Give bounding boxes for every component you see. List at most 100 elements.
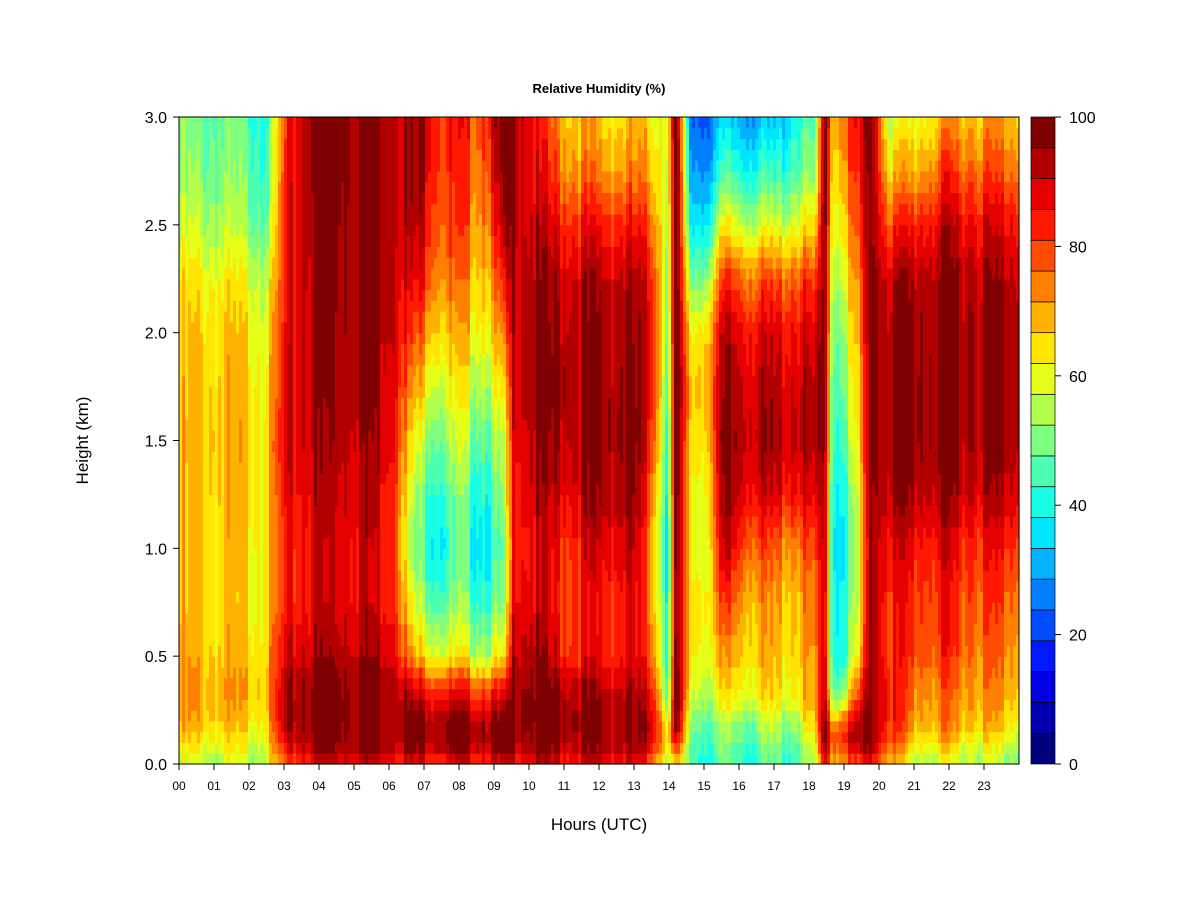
heatmap-cell [215,365,219,377]
heatmap-cell [194,203,198,215]
heatmap-cell [236,386,240,398]
heatmap-cell [212,386,216,398]
heatmap-cell [194,127,198,140]
heatmap-cell [266,321,270,334]
heatmap-cell [257,429,261,442]
heatmap-cell [200,397,204,409]
heatmap-cell [215,645,219,657]
heatmap-cell [182,257,186,269]
heatmap-cell [239,559,243,571]
heatmap-cell [227,257,231,269]
heatmap-cell [218,580,222,593]
heatmap-cell [200,181,204,194]
heatmap-cell [218,602,222,614]
heatmap-cell [263,375,267,388]
heatmap-cell [242,515,246,528]
heatmap-cell [179,386,183,398]
heatmap-cell [200,192,204,204]
heatmap-cell [215,483,219,496]
heatmap-cell [197,645,201,657]
heatmap-cell [260,246,264,258]
heatmap-cell [185,559,189,571]
heatmap-cell [233,278,237,291]
heatmap-cell [206,181,210,194]
heatmap-cell [209,332,213,345]
heatmap-cell [188,170,192,183]
heatmap-cell [215,472,219,485]
heatmap-cell [197,451,201,463]
heatmap-cell [200,494,204,506]
heatmap-cell [212,753,216,765]
heatmap-cell [218,591,222,603]
heatmap-cell [263,559,267,571]
heatmap-cell [206,559,210,571]
heatmap-cell [215,170,219,183]
heatmap-cell [245,666,249,679]
heatmap-cell [179,526,183,539]
heatmap-cell [230,677,234,690]
heatmap-cell [230,462,234,474]
heatmap-cell [200,343,204,355]
heatmap-cell [179,192,183,204]
heatmap-cell [242,494,246,506]
heatmap-cell [218,300,222,312]
heatmap-cell [260,311,264,323]
heatmap-cell [254,418,258,431]
heatmap-cell [254,462,258,474]
heatmap-cell [197,559,201,571]
heatmap-cell [212,332,216,345]
heatmap-cell [212,720,216,733]
heatmap-cell [179,591,183,603]
heatmap-cell [197,214,201,226]
heatmap-cell [215,192,219,204]
heatmap-cell [209,569,213,582]
heatmap-cell [260,559,264,571]
heatmap-cell [191,170,195,183]
heatmap-cell [200,731,204,744]
heatmap-cell [245,408,249,420]
heatmap-cell [233,181,237,194]
heatmap-cell [236,267,240,280]
heatmap-cell [233,720,237,733]
heatmap-cell [194,753,198,765]
heatmap-cell [203,656,207,668]
heatmap-cell [227,170,231,183]
heatmap-cell [254,613,258,625]
heatmap-cell [200,289,204,301]
heatmap-cell [260,591,264,603]
heatmap-cell [194,321,198,334]
heatmap-cell [182,160,186,172]
heatmap-cell [254,321,258,334]
heatmap-cell [218,526,222,539]
heatmap-cell [215,569,219,582]
heatmap-cell [212,731,216,744]
heatmap-cell [260,656,264,668]
heatmap-cell [197,462,201,474]
heatmap-cell [221,192,225,204]
heatmap-cell [239,526,243,539]
heatmap-cell [221,300,225,312]
heatmap-cell [230,580,234,593]
heatmap-cell [242,397,246,409]
heatmap-cell [266,354,270,366]
heatmap-cell [233,742,237,754]
heatmap-cell [227,731,231,744]
heatmap-cell [227,505,231,517]
heatmap-cell [194,472,198,485]
heatmap-cell [257,160,261,172]
heatmap-cell [182,580,186,593]
heatmap-cell [254,710,258,722]
heatmap-cell [236,365,240,377]
heatmap-cell [203,354,207,366]
heatmap-cell [221,472,225,485]
heatmap-cell [239,397,243,409]
heatmap-cell [251,311,255,323]
heatmap-cell [182,149,186,161]
heatmap-cell [236,580,240,593]
heatmap-cell [230,656,234,668]
heatmap-cell [251,117,255,129]
heatmap-cell [221,246,225,258]
heatmap-cell [182,203,186,215]
heatmap-cell [221,343,225,355]
heatmap-cell [194,569,198,582]
